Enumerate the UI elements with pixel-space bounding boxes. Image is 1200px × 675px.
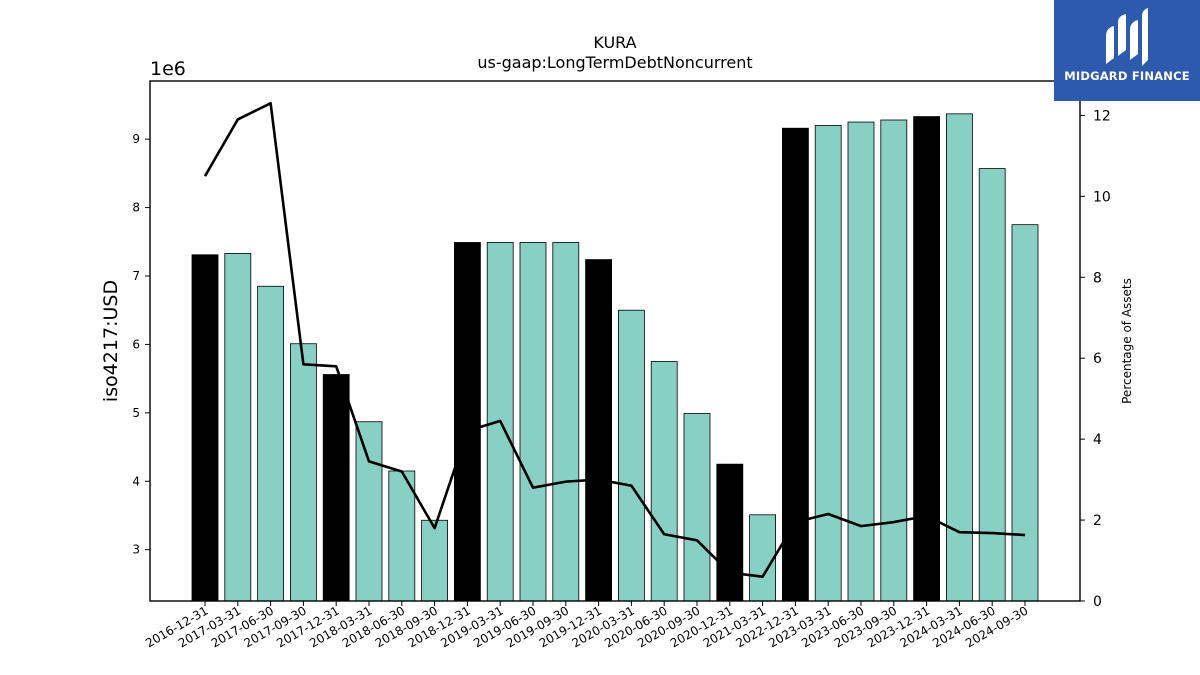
plot-frame bbox=[149, 80, 1081, 602]
y2-axis-label: Percentage of Assets bbox=[1120, 278, 1134, 404]
bar bbox=[388, 470, 416, 602]
bar bbox=[421, 519, 449, 602]
bar bbox=[618, 309, 645, 602]
bar bbox=[978, 168, 1006, 602]
bar bbox=[519, 242, 547, 602]
y-axis-label: iso4217:USD bbox=[100, 280, 122, 402]
bar bbox=[289, 343, 317, 602]
y-tick-label: 5 bbox=[132, 406, 140, 420]
logo-text: MIDGARD FINANCE bbox=[1064, 69, 1190, 83]
bar bbox=[683, 413, 711, 602]
bar bbox=[355, 421, 383, 602]
bar bbox=[782, 127, 809, 602]
y2-tick-label: 6 bbox=[1093, 351, 1102, 367]
bar bbox=[880, 119, 908, 602]
bar bbox=[322, 374, 350, 602]
bar bbox=[847, 121, 875, 602]
y2-tick-label: 2 bbox=[1093, 513, 1102, 529]
percentage-line bbox=[203, 101, 1026, 579]
y-tick-label: 8 bbox=[132, 201, 140, 215]
bar bbox=[585, 259, 612, 602]
y2-tick-label: 8 bbox=[1093, 270, 1102, 286]
y2-tick-label: 4 bbox=[1093, 432, 1102, 448]
y2-tick-label: 0 bbox=[1093, 594, 1102, 610]
midgard-logo-icon bbox=[1106, 8, 1148, 66]
bar bbox=[224, 253, 252, 602]
bar bbox=[1011, 224, 1039, 602]
chart-subtitle: us-gaap:LongTermDebtNoncurrent bbox=[477, 53, 752, 72]
y2-tick-label: 12 bbox=[1093, 108, 1111, 124]
y-tick-label: 4 bbox=[132, 474, 140, 488]
bar bbox=[913, 116, 940, 602]
midgard-finance-logo: MIDGARD FINANCE bbox=[1054, 0, 1200, 101]
y-tick-label: 3 bbox=[132, 543, 140, 557]
bar bbox=[650, 361, 678, 602]
bar bbox=[552, 242, 580, 602]
bar bbox=[946, 113, 973, 602]
bar bbox=[716, 463, 744, 602]
bar bbox=[257, 285, 285, 602]
bar bbox=[191, 254, 219, 602]
bar bbox=[453, 242, 481, 602]
chart-title: KURA bbox=[593, 33, 636, 52]
y2-tick-label: 10 bbox=[1093, 189, 1111, 205]
y-tick-label: 9 bbox=[132, 132, 140, 146]
bar bbox=[749, 514, 776, 602]
y-tick-label: 7 bbox=[132, 269, 140, 283]
bar bbox=[814, 125, 842, 602]
y-tick-label: 6 bbox=[132, 337, 140, 351]
y-offset-label: 1e6 bbox=[150, 58, 186, 80]
